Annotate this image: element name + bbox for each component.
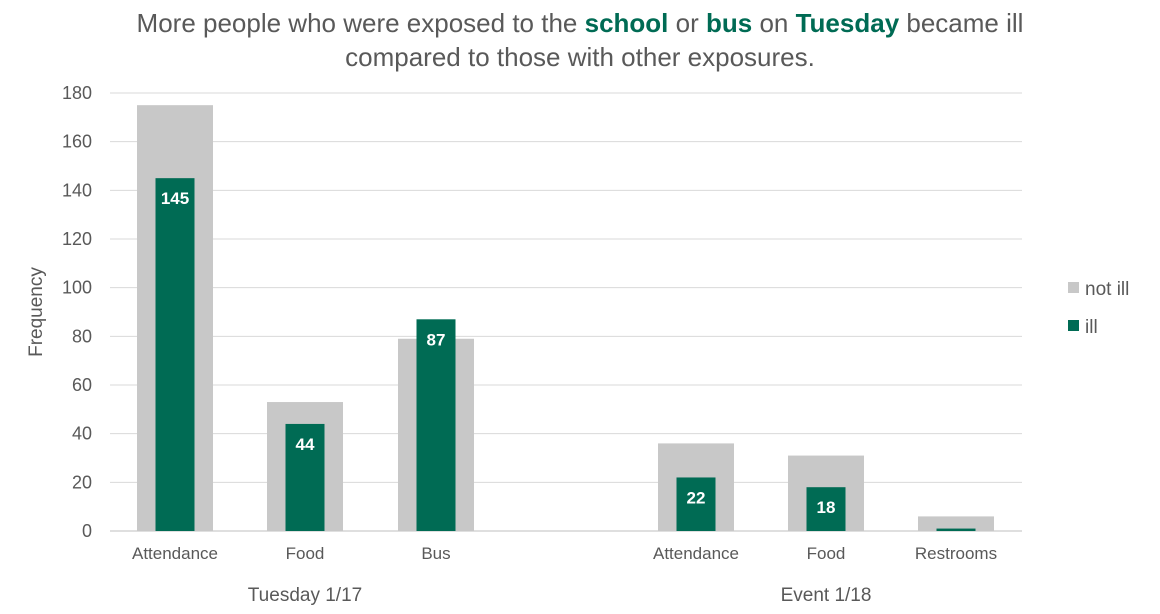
- y-axis-label: Frequency: [26, 267, 47, 357]
- title-text: or: [668, 8, 706, 38]
- y-tick-label: 40: [72, 424, 92, 444]
- bar-ill: [936, 528, 976, 531]
- x-axis-categories: Attendance Food Bus Attendance Food Restrooms: [132, 544, 997, 563]
- bar-ill: [155, 178, 195, 531]
- x-category-label: Restrooms: [915, 544, 997, 563]
- title-text: on: [752, 8, 796, 38]
- x-category-label: Food: [286, 544, 325, 563]
- data-label: 18: [817, 498, 836, 517]
- data-label: 145: [161, 189, 189, 208]
- y-tick-label: 180: [62, 83, 92, 103]
- title-text: compared to those with other exposures.: [345, 42, 815, 72]
- data-labels: 145 44 87 22 18: [161, 189, 836, 517]
- y-tick-label: 80: [72, 326, 92, 346]
- y-tick-label: 160: [62, 132, 92, 152]
- x-group-label: Tuesday 1/17: [248, 585, 362, 606]
- x-category-label: Bus: [421, 544, 450, 563]
- gridlines: [110, 92, 1022, 532]
- y-tick-label: 100: [62, 278, 92, 298]
- title-highlight: school: [584, 8, 669, 38]
- legend-swatch: [1068, 320, 1079, 331]
- bar-not-ill: [918, 516, 994, 531]
- x-category-label: Attendance: [132, 544, 218, 563]
- data-label: 87: [427, 330, 446, 349]
- x-group-label: Event 1/18: [781, 585, 872, 606]
- y-axis-ticks: 0 20 40 60 80 100 120 140 160 180: [62, 83, 92, 541]
- legend-swatch: [1068, 282, 1079, 293]
- data-label: 44: [296, 435, 315, 454]
- y-tick-label: 0: [82, 521, 92, 541]
- data-label: 22: [687, 488, 706, 507]
- legend: not ill ill: [1068, 279, 1129, 338]
- y-tick-label: 140: [62, 180, 92, 200]
- y-tick-label: 20: [72, 472, 92, 492]
- title-highlight: bus: [705, 8, 753, 38]
- bar-ill: [806, 487, 846, 531]
- legend-label: ill: [1085, 317, 1098, 338]
- bar-ill: [285, 423, 325, 531]
- title-text: More people who were exposed to the: [136, 8, 585, 38]
- x-axis-groups: Tuesday 1/17 Event 1/18: [248, 585, 872, 606]
- title-highlight: Tuesday: [795, 8, 900, 38]
- x-category-label: Attendance: [653, 544, 739, 563]
- y-tick-label: 120: [62, 229, 92, 249]
- bar-ill: [676, 477, 716, 531]
- chart-title: More people who were exposed to the scho…: [0, 6, 1160, 74]
- title-text: became ill: [899, 8, 1024, 38]
- bars: [137, 105, 994, 532]
- bar-ill: [416, 319, 456, 531]
- x-category-label: Food: [807, 544, 846, 563]
- legend-label: not ill: [1085, 279, 1129, 300]
- y-tick-label: 60: [72, 375, 92, 395]
